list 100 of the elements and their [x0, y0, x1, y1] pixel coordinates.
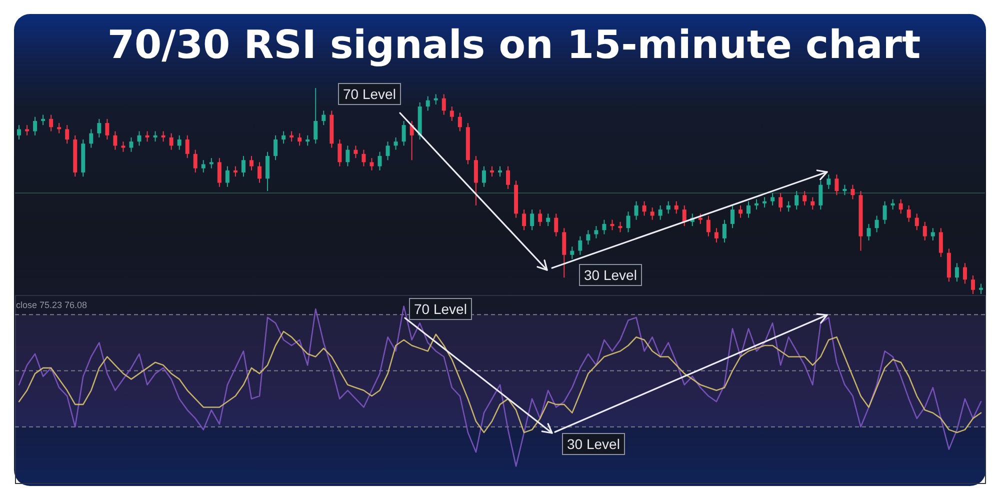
annotation: 30 Level [579, 264, 642, 286]
candlestick [754, 198, 759, 210]
candlestick [898, 198, 903, 214]
candlestick [610, 219, 614, 231]
candlestick [49, 114, 54, 132]
candlestick [826, 174, 831, 190]
candlestick [25, 124, 30, 136]
candlestick [962, 262, 967, 284]
candlestick [746, 200, 751, 218]
candlestick [137, 130, 142, 146]
candlestick [209, 158, 214, 169]
candlestick [538, 209, 542, 227]
candlestick [322, 110, 326, 126]
candlestick [642, 200, 646, 216]
candlestick [97, 118, 102, 138]
candlestick [546, 213, 550, 227]
candlestick [834, 174, 839, 196]
candlestick [41, 114, 46, 126]
candlestick [682, 204, 686, 227]
candlestick [874, 215, 879, 233]
candlestick [290, 130, 294, 142]
candlestick [450, 106, 454, 122]
candlestick [618, 221, 622, 233]
candlestick [586, 230, 590, 246]
candlestick [121, 141, 126, 152]
candlestick [177, 134, 182, 150]
candlestick [554, 213, 558, 237]
candlestick [346, 145, 350, 167]
candlestick [706, 215, 710, 237]
candlestick [145, 130, 150, 142]
ref-line-label: 30 Level [562, 432, 625, 455]
candlestick [890, 198, 895, 210]
candlestick [786, 200, 791, 212]
candlestick [241, 155, 246, 178]
annotation: close 75.23 76.08 [16, 300, 88, 310]
candlestick [17, 124, 22, 140]
candlestick [594, 226, 598, 239]
candlestick [498, 166, 502, 178]
candlestick [274, 134, 278, 161]
candlestick [930, 228, 935, 241]
candlestick [426, 96, 430, 112]
candlestick [458, 112, 462, 132]
candlestick [105, 118, 110, 140]
candlestick [169, 132, 174, 150]
candlestick [490, 166, 494, 178]
candlestick [914, 213, 919, 231]
candlestick [362, 149, 366, 167]
candlestick [474, 155, 478, 206]
candlestick [762, 196, 767, 208]
candlestick [802, 190, 807, 206]
candlestick [650, 206, 654, 220]
candlestick [201, 160, 206, 173]
candlestick [778, 192, 783, 212]
candlestick [217, 158, 222, 188]
chart-title: 70/30 RSI signals on 15-minute chart [106, 23, 922, 69]
candlestick [730, 204, 734, 229]
candlestick [442, 94, 446, 116]
candlestick [249, 155, 254, 171]
candlestick [233, 166, 238, 178]
candlestick [770, 192, 775, 206]
candlestick [626, 211, 630, 233]
candlestick [922, 221, 927, 241]
annotation: 70 Level [338, 83, 401, 105]
candlestick [722, 219, 726, 243]
candlestick [33, 116, 38, 136]
candlestick [674, 200, 678, 214]
candlestick [185, 134, 190, 159]
candlestick [602, 219, 606, 235]
candlestick [113, 130, 118, 150]
candlestick [65, 124, 70, 144]
candlestick [161, 130, 166, 142]
candlestick [506, 166, 510, 190]
candlestick [394, 136, 398, 150]
candlestick [402, 120, 406, 146]
candlestick [89, 128, 94, 148]
candlestick [370, 158, 374, 171]
candlestick [866, 223, 871, 241]
candlestick [666, 200, 670, 214]
candlestick [954, 262, 959, 282]
candlestick [386, 141, 390, 161]
candlestick [970, 274, 975, 294]
candlestick [282, 130, 286, 144]
candlestick [266, 151, 270, 192]
candlestick [658, 204, 662, 220]
candlestick [714, 228, 718, 243]
candlestick [258, 162, 262, 184]
candlestick [842, 184, 847, 196]
candlestick [153, 130, 158, 142]
candlestick [698, 213, 702, 224]
candlestick [129, 136, 134, 152]
candlestick [810, 196, 815, 210]
candlestick [562, 228, 566, 278]
candlestick [57, 122, 62, 134]
candlestick [306, 134, 310, 146]
candlestick [354, 145, 358, 159]
candlestick [738, 204, 742, 218]
candlestick [434, 94, 438, 105]
candlestick [794, 190, 799, 210]
candlestick [882, 200, 887, 224]
candlestick [634, 200, 638, 220]
